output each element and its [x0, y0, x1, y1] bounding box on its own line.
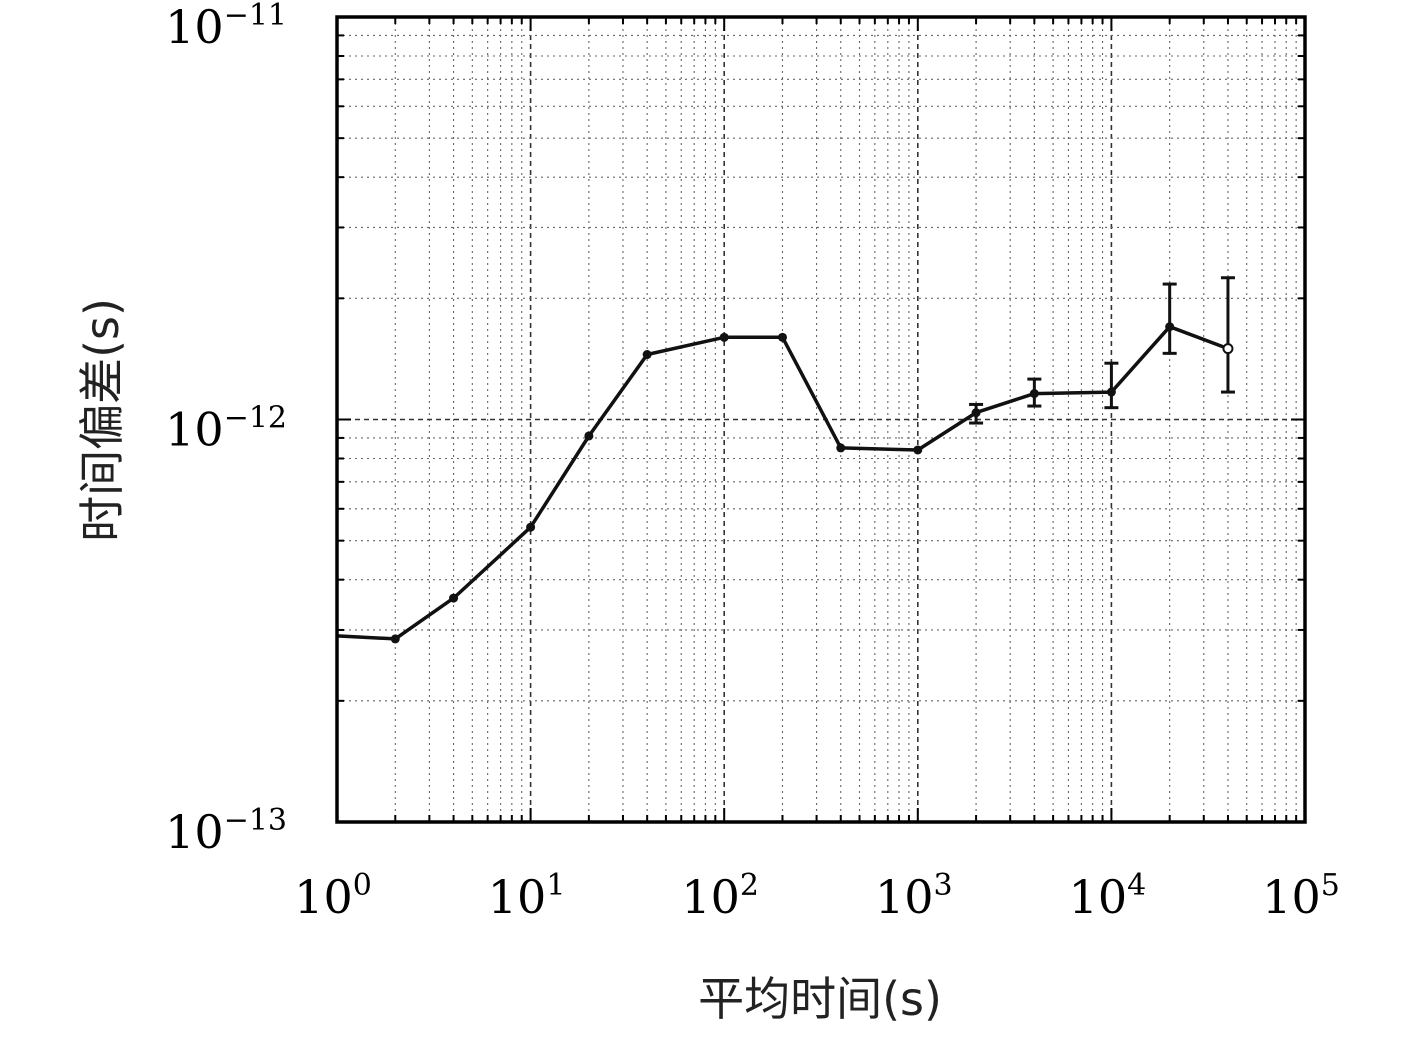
y-axis-title: 时间偏差(s) [75, 298, 129, 542]
data-point [449, 593, 459, 603]
x-tick-label: 105 [1262, 868, 1340, 924]
x-axis-title: 平均时间(s) [698, 972, 942, 1026]
data-point [777, 332, 787, 342]
data-point [1165, 322, 1175, 332]
x-tick-label: 104 [1069, 868, 1147, 924]
y-tick-label: 10−11 [165, 0, 287, 54]
data-point [1029, 389, 1039, 399]
series-line [336, 324, 1229, 641]
data-point [1222, 343, 1234, 355]
data-point [971, 408, 981, 418]
data-series [336, 276, 1235, 644]
data-point [526, 522, 536, 532]
data-point [836, 443, 846, 453]
x-tick-label: 103 [875, 868, 953, 924]
y-tick-label: 10−12 [165, 401, 287, 457]
tick-labels: 100 101 102 103 104 105 10−13 10−12 10−11 [165, 0, 1340, 924]
y-tick-label: 10−13 [165, 803, 287, 859]
data-point [390, 634, 400, 644]
grid-lines [337, 17, 1305, 822]
data-point [719, 332, 729, 342]
data-point [584, 431, 594, 441]
x-tick-label: 100 [294, 868, 372, 924]
axis-ticks [336, 16, 1306, 823]
data-point [642, 350, 652, 360]
x-tick-label: 102 [681, 868, 759, 924]
data-point [913, 445, 923, 455]
data-point [1106, 387, 1116, 397]
x-tick-label: 101 [488, 868, 566, 924]
